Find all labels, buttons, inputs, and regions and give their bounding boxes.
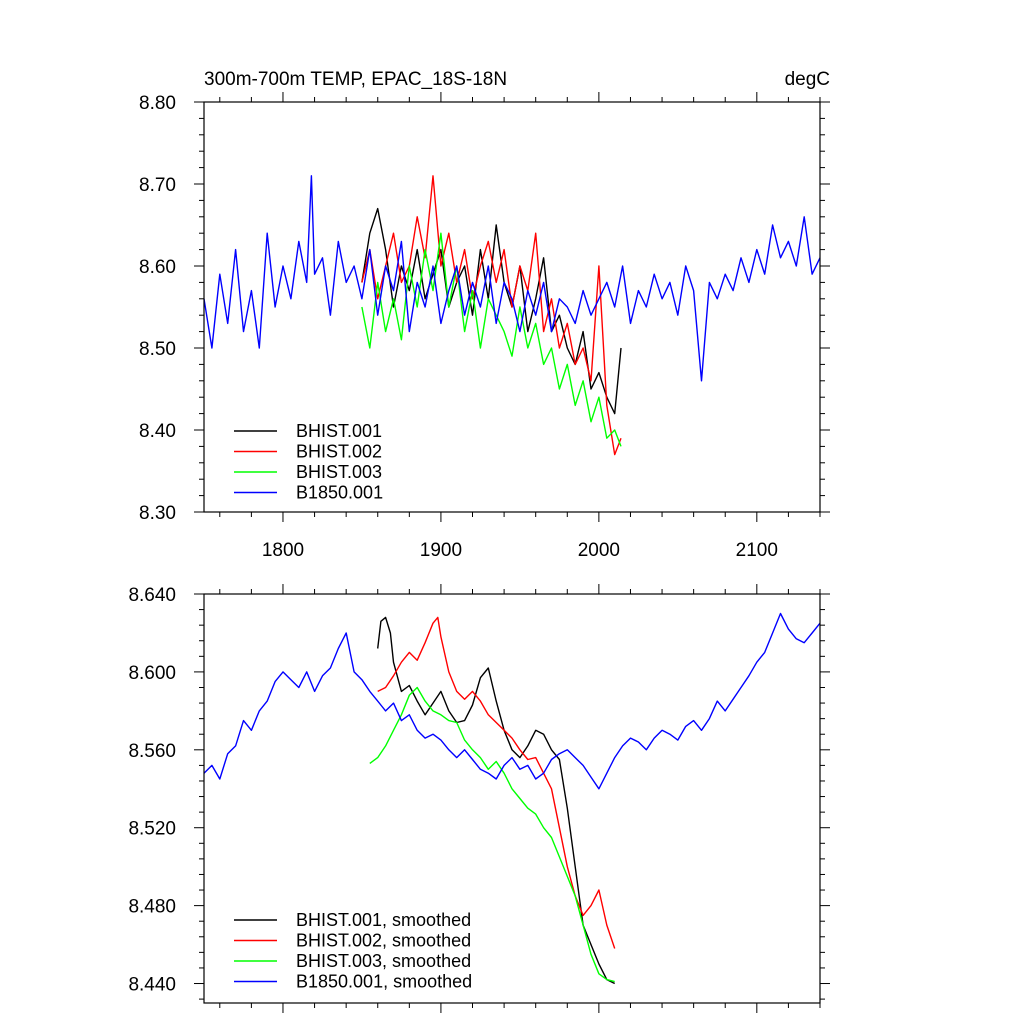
legend-label: BHIST.003 bbox=[296, 462, 382, 482]
x-tick-label: 2100 bbox=[736, 540, 778, 561]
legend-label: BHIST.001, smoothed bbox=[296, 910, 471, 930]
series-line-b1850-001-smoothed bbox=[203, 612, 821, 790]
top-panel: 300m-700m TEMP, EPAC_18S-18N degC 8.30 8.… bbox=[139, 69, 830, 561]
y-tick-label: 8.40 bbox=[139, 421, 176, 442]
y-tick-label: 8.50 bbox=[139, 339, 176, 360]
y-tick-label: 8.440 bbox=[128, 975, 176, 996]
legend-label: BHIST.003, smoothed bbox=[296, 951, 471, 971]
y-tick-label: 8.640 bbox=[128, 585, 176, 606]
y-tick-label: 8.520 bbox=[128, 819, 176, 840]
plot-frame bbox=[203, 101, 821, 513]
series-line-bhist-003-smoothed bbox=[369, 686, 615, 983]
series-line-b1850-001 bbox=[203, 175, 821, 382]
y-tick-label: 8.560 bbox=[128, 741, 176, 762]
y-tick-label: 8.30 bbox=[139, 503, 176, 524]
series-line-bhist-001-smoothed bbox=[377, 616, 616, 985]
y-tick-label: 8.80 bbox=[139, 93, 176, 114]
y-tick-label: 8.600 bbox=[128, 663, 176, 684]
legend-label: B1850.001, smoothed bbox=[296, 972, 472, 992]
chart-title: 300m-700m TEMP, EPAC_18S-18N bbox=[204, 69, 507, 90]
series-line-bhist-003 bbox=[361, 232, 622, 447]
units-label: degC bbox=[785, 69, 830, 90]
bottom-panel: 8.440 8.480 8.520 8.560 8.600 8.640 BHIST.001,… bbox=[128, 584, 830, 1013]
series-line-bhist-002 bbox=[361, 175, 622, 456]
y-tick-label: 8.60 bbox=[139, 257, 176, 278]
legend-label: BHIST.002 bbox=[296, 442, 382, 462]
x-tick-label: 1800 bbox=[262, 540, 304, 561]
legend-label: BHIST.001 bbox=[296, 421, 382, 441]
x-tick-label: 2000 bbox=[578, 540, 620, 561]
legend-label: B1850.001 bbox=[296, 483, 383, 503]
y-tick-label: 8.70 bbox=[139, 175, 176, 196]
plot-frame bbox=[203, 593, 821, 1004]
x-tick-label: 1900 bbox=[420, 540, 462, 561]
y-tick-label: 8.480 bbox=[128, 897, 176, 918]
legend-label: BHIST.002, smoothed bbox=[296, 931, 471, 951]
